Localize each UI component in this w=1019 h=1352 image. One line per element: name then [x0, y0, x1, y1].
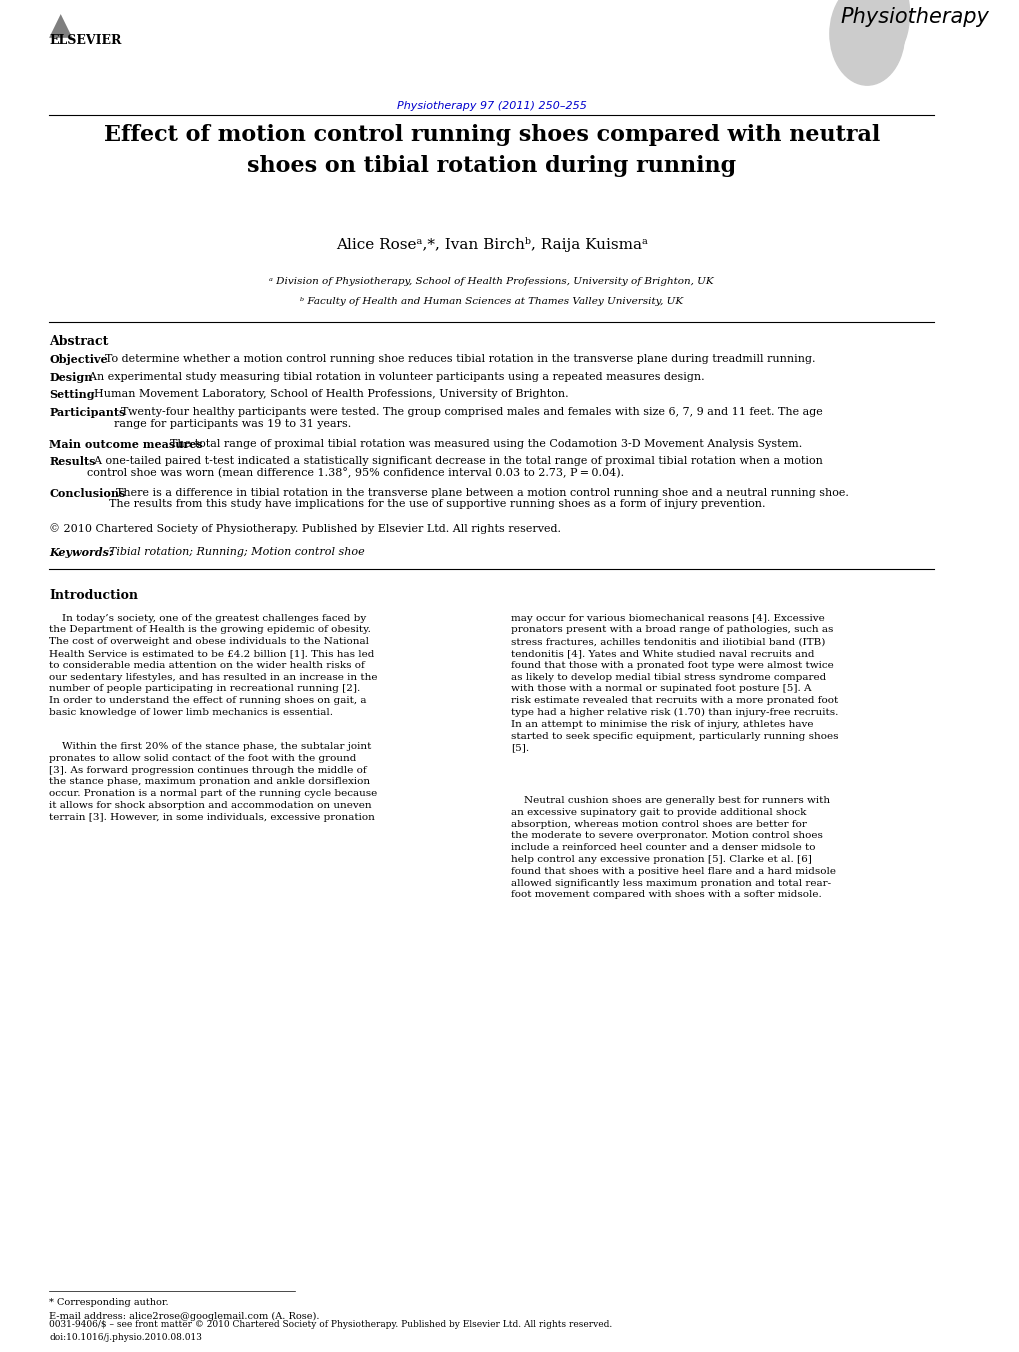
Text: Physiotherapy 97 (2011) 250–255: Physiotherapy 97 (2011) 250–255 [396, 101, 586, 111]
Text: A one-tailed paired t-test indicated a statistically significant decrease in the: A one-tailed paired t-test indicated a s… [87, 456, 822, 479]
Text: Conclusions: Conclusions [49, 488, 125, 499]
Text: * Corresponding author.: * Corresponding author. [49, 1298, 168, 1307]
Text: doi:10.1016/j.physio.2010.08.013: doi:10.1016/j.physio.2010.08.013 [49, 1333, 202, 1343]
Text: ▲: ▲ [49, 11, 72, 39]
Text: Design: Design [49, 372, 93, 383]
Text: There is a difference in tibial rotation in the transverse plane between a motio: There is a difference in tibial rotation… [109, 488, 848, 510]
Text: In today’s society, one of the greatest challenges faced by
the Department of He: In today’s society, one of the greatest … [49, 614, 377, 717]
Text: Objective: Objective [49, 354, 108, 365]
Text: ELSEVIER: ELSEVIER [49, 34, 121, 47]
Text: Tibial rotation; Running; Motion control shoe: Tibial rotation; Running; Motion control… [102, 548, 365, 557]
Text: Setting: Setting [49, 389, 95, 400]
Text: Effect of motion control running shoes compared with neutral
shoes on tibial rot: Effect of motion control running shoes c… [103, 124, 879, 177]
Text: Twenty-four healthy participants were tested. The group comprised males and fema: Twenty-four healthy participants were te… [114, 407, 822, 429]
Text: Introduction: Introduction [49, 589, 138, 602]
Text: Within the first 20% of the stance phase, the subtalar joint
pronates to allow s: Within the first 20% of the stance phase… [49, 742, 377, 822]
Text: Human Movement Laboratory, School of Health Professions, University of Brighton.: Human Movement Laboratory, School of Hea… [87, 389, 568, 399]
Text: Main outcome measures: Main outcome measures [49, 438, 203, 450]
Text: may occur for various biomechanical reasons [4]. Excessive
pronators present wit: may occur for various biomechanical reas… [511, 614, 838, 753]
Text: 0031-9406/$ – see front matter © 2010 Chartered Society of Physiotherapy. Publis: 0031-9406/$ – see front matter © 2010 Ch… [49, 1320, 611, 1329]
Text: ᵇ Faculty of Health and Human Sciences at Thames Valley University, UK: ᵇ Faculty of Health and Human Sciences a… [300, 297, 683, 307]
Circle shape [829, 0, 904, 85]
Text: Physiotherapy: Physiotherapy [840, 7, 988, 27]
Text: Results: Results [49, 456, 96, 468]
Text: Participants: Participants [49, 407, 125, 418]
Text: Alice Roseᵃ,*, Ivan Birchᵇ, Raija Kuismaᵃ: Alice Roseᵃ,*, Ivan Birchᵇ, Raija Kuisma… [335, 237, 647, 251]
Text: Keywords:: Keywords: [49, 548, 113, 558]
Text: ᵃ Division of Physiotherapy, School of Health Professions, University of Brighto: ᵃ Division of Physiotherapy, School of H… [269, 277, 713, 287]
Text: An experimental study measuring tibial rotation in volunteer participants using : An experimental study measuring tibial r… [82, 372, 703, 381]
Text: To determine whether a motion control running shoe reduces tibial rotation in th: To determine whether a motion control ru… [98, 354, 814, 364]
Text: Neutral cushion shoes are generally best for runners with
an excessive supinator: Neutral cushion shoes are generally best… [511, 796, 836, 899]
Text: The total range of proximal tibial rotation was measured using the Codamotion 3-: The total range of proximal tibial rotat… [163, 438, 801, 449]
Wedge shape [843, 0, 909, 74]
Text: Abstract: Abstract [49, 335, 108, 349]
Text: © 2010 Chartered Society of Physiotherapy. Published by Elsevier Ltd. All rights: © 2010 Chartered Society of Physiotherap… [49, 523, 560, 534]
Text: E-mail address: alice2rose@googlemail.com (A. Rose).: E-mail address: alice2rose@googlemail.co… [49, 1311, 319, 1321]
